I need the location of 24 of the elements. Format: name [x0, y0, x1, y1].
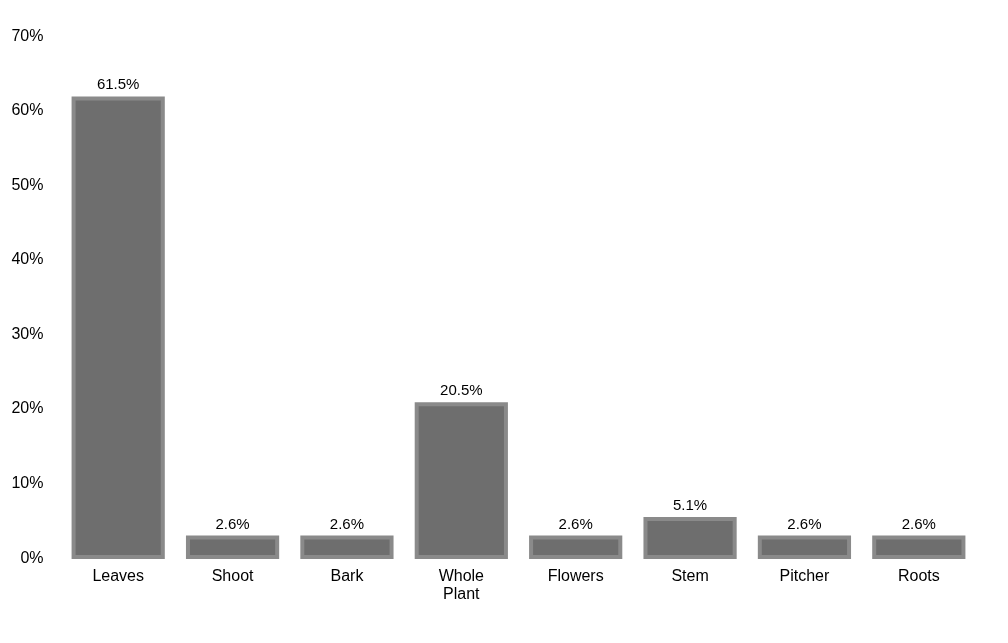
data-label: 2.6% — [329, 514, 365, 532]
data-label: 20.5% — [440, 381, 483, 399]
x-tick-label: Stem — [671, 566, 709, 584]
y-tick-label: 20% — [11, 399, 44, 417]
x-tick-label: Pitcher — [779, 566, 831, 584]
x-tick-label: Shoot — [211, 566, 255, 584]
y-tick-label: 50% — [11, 175, 44, 193]
data-label: 2.6% — [558, 514, 593, 532]
data-label: 5.1% — [672, 495, 708, 513]
data-label: 61.5% — [96, 75, 140, 93]
x-tick-label: Roots — [897, 566, 940, 584]
x-tick-label: Flowers — [547, 566, 604, 584]
y-tick-label: 0% — [20, 548, 44, 566]
y-tick-label: 40% — [11, 250, 44, 268]
y-tick-label: 30% — [11, 324, 44, 342]
y-tick-label: 70% — [11, 26, 44, 44]
x-tick-label: Bark — [330, 566, 365, 584]
data-label: 2.6% — [787, 514, 822, 532]
x-tick-label: Whole Plant — [438, 566, 485, 602]
y-tick-label: 60% — [11, 101, 44, 119]
data-label: 2.6% — [901, 514, 936, 532]
data-label: 2.6% — [215, 514, 250, 532]
x-tick-label: Leaves — [92, 566, 144, 584]
y-tick-label: 10% — [11, 473, 44, 491]
